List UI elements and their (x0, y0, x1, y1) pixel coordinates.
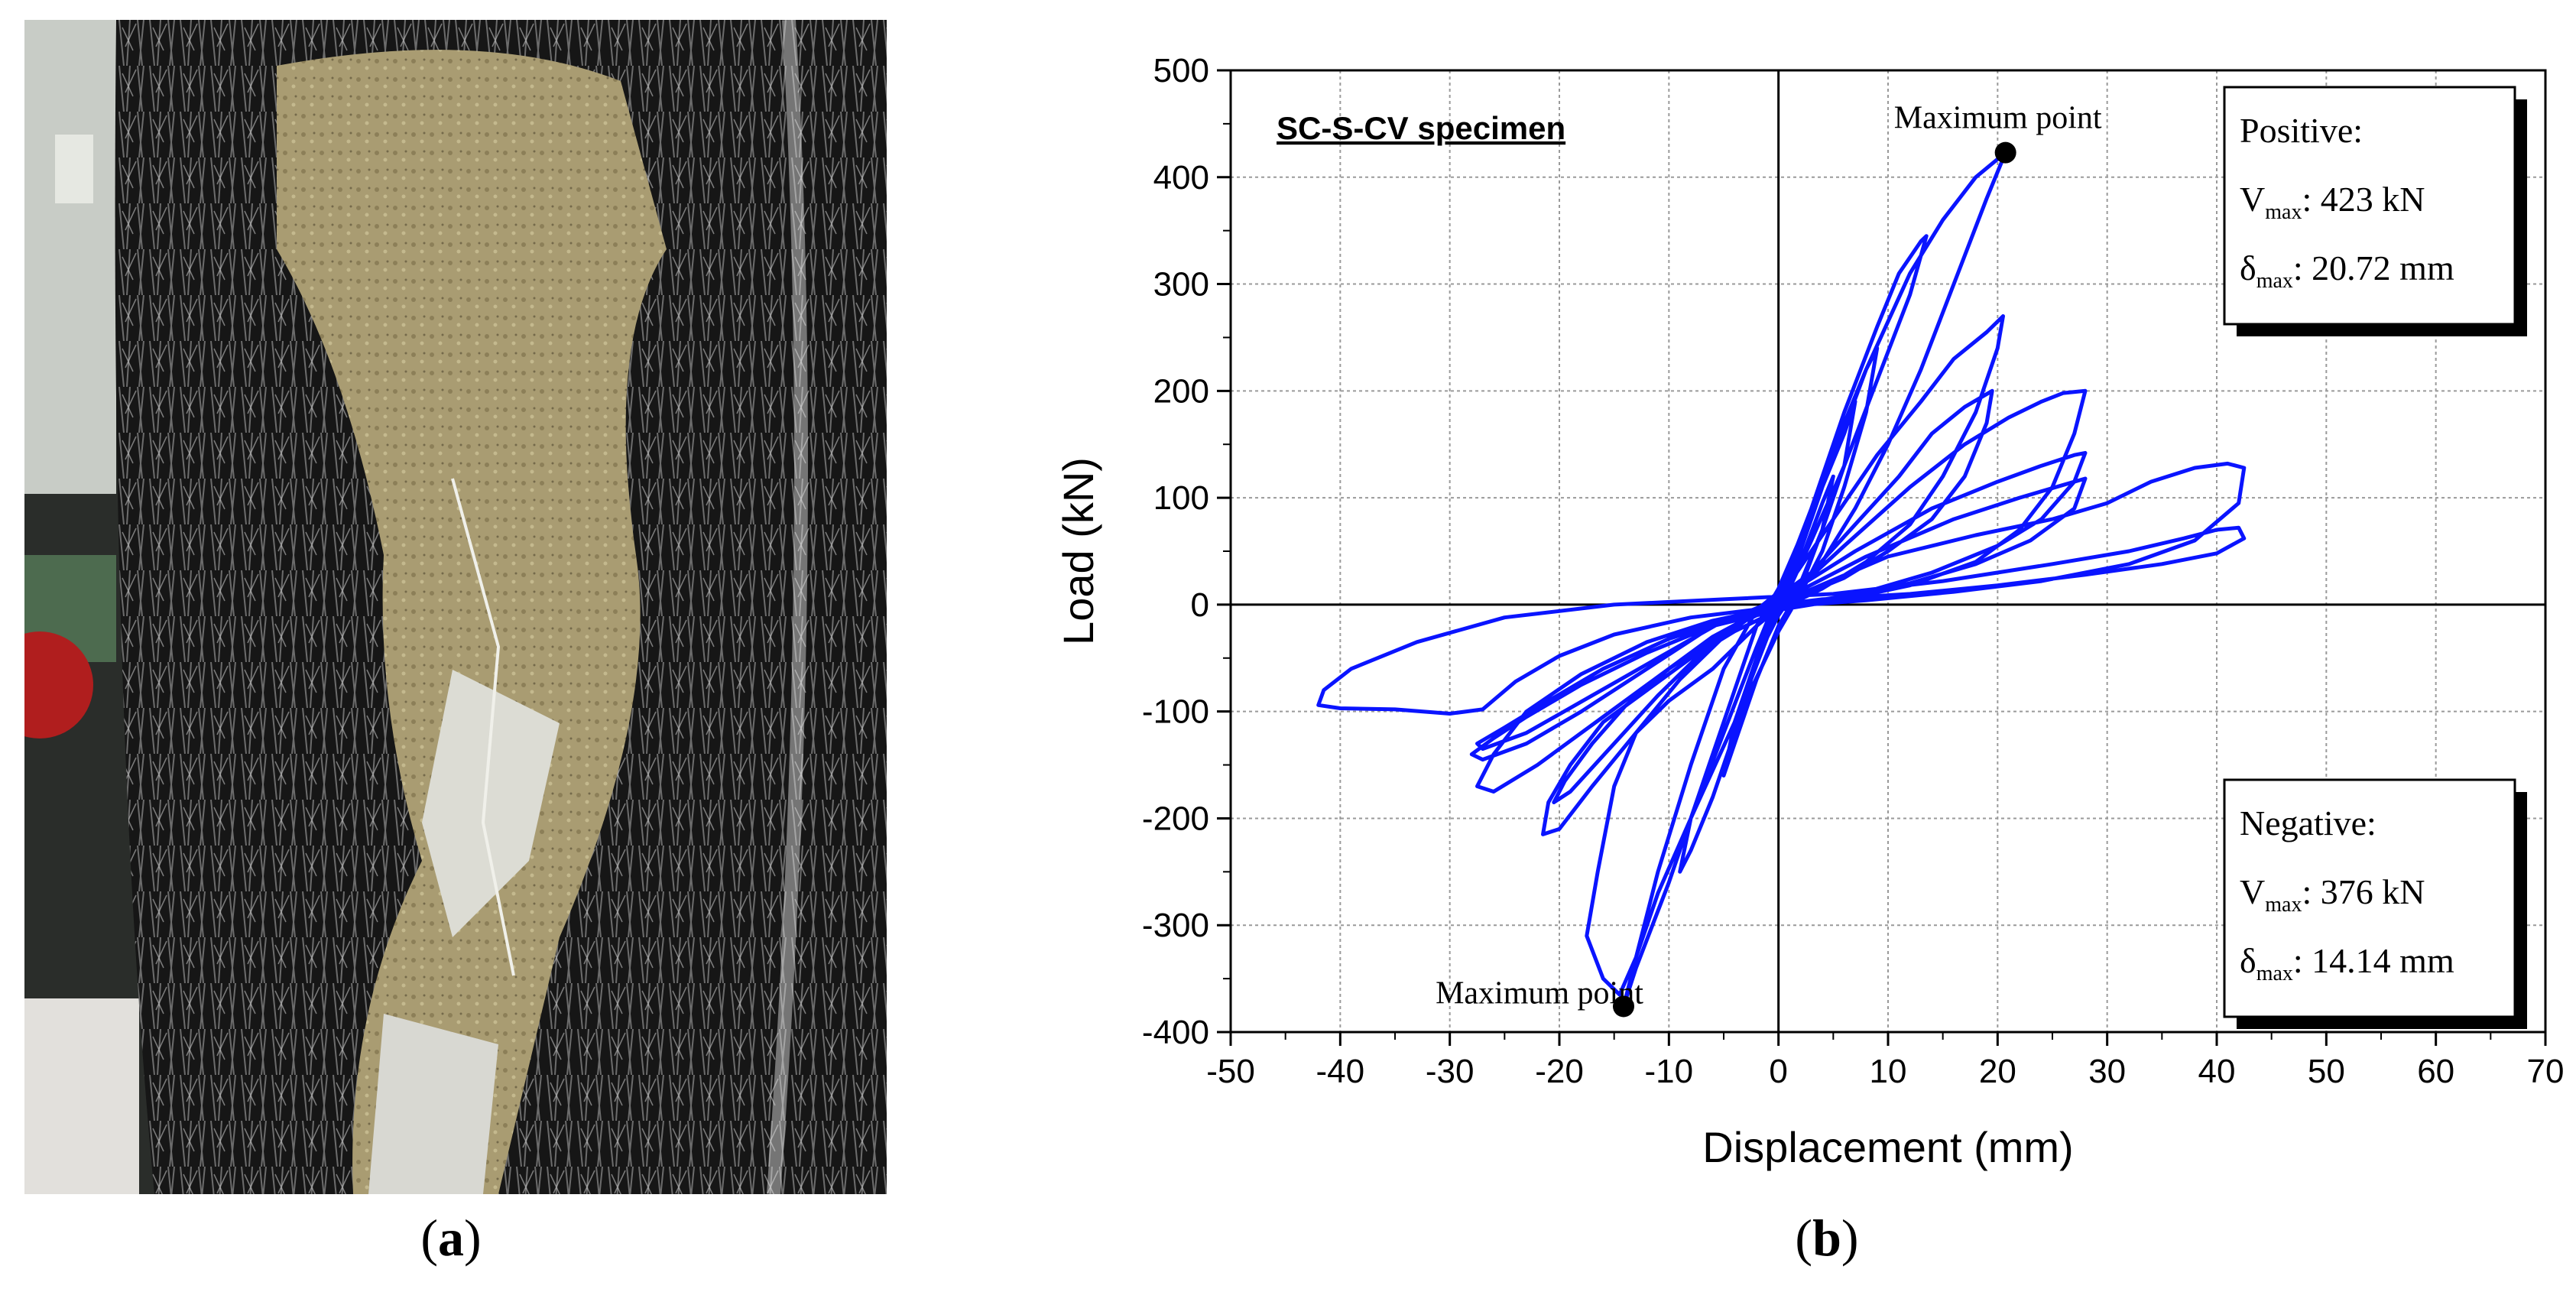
axes: -50 -40 -30 -20 -10 0 10 20 30 40 50 60 70-400-300-2… (1142, 52, 2565, 1090)
y-tick-label: 500 (1153, 52, 1209, 89)
x-tick-label: 10 (1870, 1053, 1907, 1090)
specimen-photo-drawing (24, 20, 887, 1194)
specimen-photo (24, 20, 887, 1194)
y-tick-label: 0 (1191, 586, 1209, 624)
x-tick-label: 40 (2198, 1053, 2236, 1090)
y-tick-label: 400 (1153, 159, 1209, 196)
x-tick-label: 20 (1979, 1053, 2016, 1090)
y-axis-label: Load (kN) (1054, 457, 1102, 645)
info-boxes: Positive: Vmax: 423 kN δmax: 20.72 mm Ne… (2223, 86, 2527, 1029)
negative-vmax: Vmax: 376 kN (2240, 872, 2425, 917)
negative-heading: Negative: (2240, 803, 2376, 842)
y-tick-label: -300 (1142, 907, 1209, 944)
caption-a: (a) (420, 1209, 482, 1267)
positive-heading: Positive: (2240, 111, 2363, 150)
maximum-point-marker (1994, 141, 2016, 164)
labels: SC-S-CV specimen Displacement (mm) Load … (1054, 101, 2102, 1171)
x-tick-label: 50 (2308, 1053, 2345, 1090)
y-tick-label: -100 (1142, 693, 1209, 731)
x-tick-label: -50 (1206, 1053, 1255, 1090)
positive-vmax: Vmax: 423 kN (2240, 180, 2425, 224)
x-tick-label: 0 (1769, 1053, 1787, 1090)
maximum-point-label-positive: Maximum point (1894, 101, 2102, 136)
x-tick-label: 60 (2417, 1053, 2454, 1090)
chart-title: SC-S-CV specimen (1277, 110, 1565, 146)
positive-delta-max: δmax: 20.72 mm (2240, 248, 2454, 293)
maximum-point-marker (1612, 995, 1634, 1018)
x-tick-label: 70 (2527, 1053, 2565, 1090)
y-tick-label: -400 (1142, 1014, 1209, 1051)
y-tick-label: 300 (1153, 266, 1209, 304)
series-layer (1316, 141, 2247, 1018)
x-axis-label: Displacement (mm) (1702, 1123, 2073, 1171)
x-tick-label: -10 (1645, 1053, 1694, 1090)
maximum-point-label-negative: Maximum point (1436, 975, 1643, 1011)
caption-b: (b) (1795, 1209, 1859, 1267)
x-tick-label: -30 (1426, 1053, 1475, 1090)
negative-info-box: Negative: Vmax: 376 kN δmax: 14.14 mm (2223, 778, 2527, 1029)
positive-info-box: Positive: Vmax: 423 kN δmax: 20.72 mm (2223, 86, 2527, 336)
hysteresis-curve (1316, 151, 2247, 1008)
x-tick-label: -20 (1535, 1053, 1584, 1090)
y-tick-label: 200 (1153, 372, 1209, 410)
y-tick-label: -200 (1142, 800, 1209, 837)
y-tick-label: 100 (1153, 479, 1209, 517)
x-tick-label: 30 (2088, 1053, 2126, 1090)
negative-delta-max: δmax: 14.14 mm (2240, 941, 2454, 985)
x-tick-label: -40 (1316, 1053, 1365, 1090)
